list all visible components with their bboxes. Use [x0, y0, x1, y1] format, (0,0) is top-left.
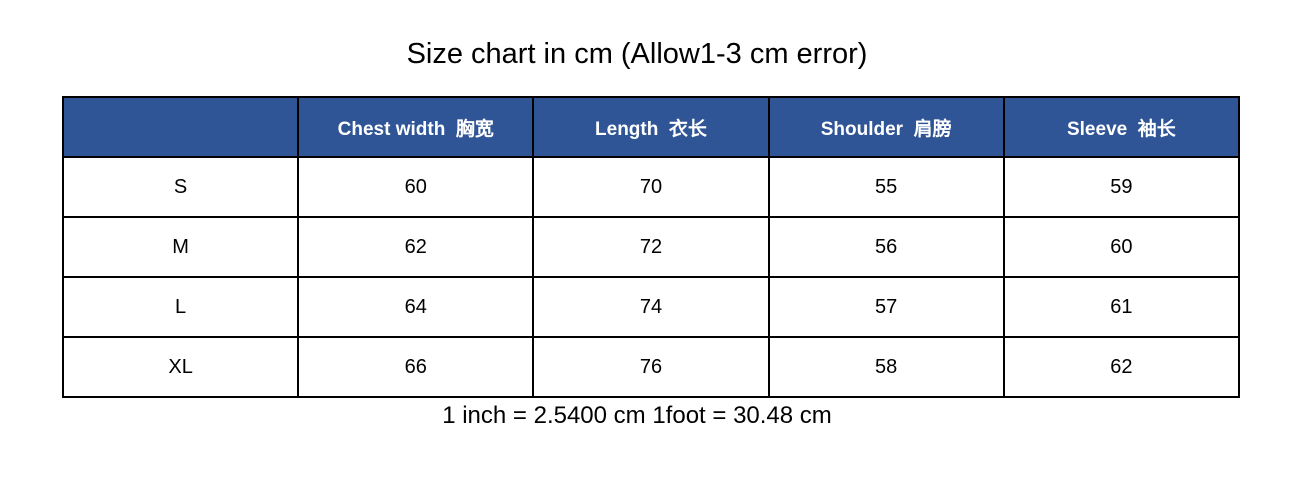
- page-title: Size chart in cm (Allow1-3 cm error): [406, 38, 868, 70]
- table-row: L 64 74 57 61: [61, 276, 1241, 338]
- measurement-cell: 60: [297, 156, 535, 218]
- measurement-cell: 60: [1002, 216, 1241, 278]
- table-row: M 62 72 56 60: [61, 216, 1241, 278]
- table-body: S 60 70 55 59 M 62 72 56 60 L 64 74 57 61 XL 66 76 58 62: [61, 156, 1241, 398]
- size-label-cell: XL: [61, 336, 300, 398]
- header-cell: Length 衣长: [532, 96, 770, 158]
- measurement-cell: 59: [1002, 156, 1241, 218]
- measurement-cell: 58: [767, 336, 1005, 398]
- unit-conversion-note: 1 inch = 2.5400 cm 1foot = 30.48 cm: [442, 402, 832, 429]
- table-row: S 60 70 55 59: [61, 156, 1241, 218]
- size-chart-table: Chest width 胸宽 Length 衣长 Shoulder 肩膀 Sleeve…: [61, 96, 1241, 398]
- measurement-cell: 55: [767, 156, 1005, 218]
- measurement-cell: 76: [532, 336, 770, 398]
- measurement-cell: 64: [297, 276, 535, 338]
- measurement-cell: 62: [297, 216, 535, 278]
- measurement-cell: 56: [767, 216, 1005, 278]
- measurement-cell: 62: [1002, 336, 1241, 398]
- size-label-cell: S: [61, 156, 300, 218]
- size-label-cell: M: [61, 216, 300, 278]
- header-row: Chest width 胸宽 Length 衣长 Shoulder 肩膀 Sleeve…: [61, 96, 1241, 158]
- measurement-cell: 70: [532, 156, 770, 218]
- table-header: Chest width 胸宽 Length 衣长 Shoulder 肩膀 Sleeve…: [61, 96, 1241, 158]
- measurement-cell: 66: [297, 336, 535, 398]
- table-row: XL 66 76 58 62: [61, 336, 1241, 398]
- measurement-cell: 72: [532, 216, 770, 278]
- measurement-cell: 57: [767, 276, 1005, 338]
- measurement-cell: 61: [1002, 276, 1241, 338]
- header-cell-empty: [61, 96, 300, 158]
- header-cell: Chest width 胸宽: [297, 96, 535, 158]
- header-cell: Sleeve 袖长: [1002, 96, 1241, 158]
- measurement-cell: 74: [532, 276, 770, 338]
- size-label-cell: L: [61, 276, 300, 338]
- header-cell: Shoulder 肩膀: [767, 96, 1005, 158]
